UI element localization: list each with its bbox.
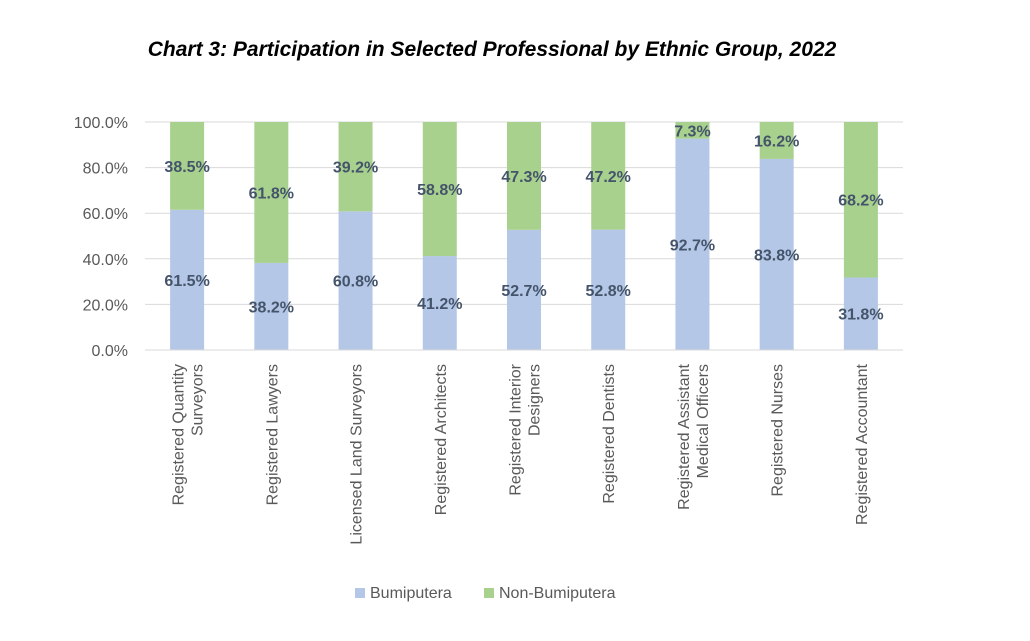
y-tick-label: 40.0% bbox=[83, 252, 128, 269]
legend-entry: Bumiputera bbox=[370, 585, 452, 602]
data-label: 38.5% bbox=[164, 159, 209, 176]
x-category-label: Registered Quantity Surveyors bbox=[171, 364, 207, 505]
category-label-line: Registered Quantity bbox=[171, 364, 188, 505]
y-tick-label: 60.0% bbox=[83, 206, 128, 223]
category-label-line: Registered Accountant bbox=[854, 363, 871, 525]
bar-non-bumiputera bbox=[591, 122, 626, 230]
bar-bumiputera bbox=[422, 256, 457, 350]
data-label: 16.2% bbox=[754, 133, 799, 150]
chart-title: Chart 3: Participation in Selected Profe… bbox=[147, 38, 837, 61]
y-tick-label: 20.0% bbox=[83, 297, 128, 314]
bar-bumiputera bbox=[759, 158, 794, 350]
data-label: 39.2% bbox=[333, 160, 378, 177]
y-tick-label: 0.0% bbox=[92, 343, 128, 360]
bar-bumiputera bbox=[338, 211, 373, 350]
x-category-label: Registered Interior Designers bbox=[508, 363, 544, 495]
bar-non-bumiputera bbox=[338, 122, 373, 212]
bar-bumiputera bbox=[507, 229, 541, 350]
x-category-label: Registered Nurses bbox=[770, 364, 787, 497]
category-label-line: Registered Architects bbox=[433, 364, 450, 515]
data-label: 31.8% bbox=[838, 307, 883, 324]
category-label-line: Licensed Land Surveyors bbox=[349, 364, 366, 545]
y-tick-label: 80.0% bbox=[83, 161, 128, 178]
data-label: 41.2% bbox=[417, 296, 462, 313]
bar-bumiputera bbox=[675, 138, 710, 350]
legend-entry: Non-Bumiputera bbox=[499, 585, 616, 602]
data-label: 60.8% bbox=[333, 274, 378, 291]
category-label-line: Designers bbox=[527, 364, 544, 436]
data-label: 58.8% bbox=[417, 182, 462, 199]
data-label: 47.2% bbox=[586, 169, 631, 186]
legend-swatch bbox=[484, 588, 494, 598]
bar-bumiputera bbox=[254, 262, 289, 350]
category-label-line: Registered Assistant bbox=[676, 363, 693, 509]
x-category-label: Registered Lawyers bbox=[264, 364, 281, 505]
bar-non-bumiputera bbox=[675, 122, 710, 139]
x-category-label: Registered Accountant bbox=[854, 363, 871, 525]
data-label: 7.3% bbox=[674, 123, 710, 140]
data-label: 47.3% bbox=[501, 169, 546, 186]
data-label: 38.2% bbox=[249, 299, 294, 316]
x-category-label: Licensed Land Surveyors bbox=[349, 364, 366, 545]
x-category-label: Registered Dentists bbox=[601, 364, 618, 504]
x-category-label: Registered Assistant Medical Officers bbox=[676, 363, 712, 509]
data-label: 52.7% bbox=[501, 283, 546, 300]
category-label-line: Medical Officers bbox=[695, 364, 712, 478]
bar-non-bumiputera bbox=[759, 122, 794, 159]
category-label-line: Registered Nurses bbox=[770, 364, 787, 497]
data-label: 83.8% bbox=[754, 247, 799, 264]
bar-bumiputera bbox=[843, 277, 878, 350]
bar-bumiputera bbox=[591, 229, 626, 350]
data-label: 52.8% bbox=[586, 283, 631, 300]
category-label-line: Surveyors bbox=[190, 364, 207, 436]
category-label-line: Registered Dentists bbox=[601, 364, 618, 504]
bar-bumiputera bbox=[170, 209, 205, 350]
legend-swatch bbox=[355, 588, 365, 598]
data-label: 68.2% bbox=[838, 193, 883, 210]
data-label: 92.7% bbox=[670, 237, 715, 254]
y-tick-label: 100.0% bbox=[74, 115, 128, 132]
bar-non-bumiputera bbox=[170, 122, 205, 210]
bar-non-bumiputera bbox=[422, 122, 457, 257]
bar-non-bumiputera bbox=[843, 122, 878, 278]
data-label: 61.8% bbox=[249, 185, 294, 202]
x-category-label: Registered Architects bbox=[433, 364, 450, 515]
bar-non-bumiputera bbox=[254, 122, 289, 263]
category-label-line: Registered Interior bbox=[508, 363, 525, 495]
data-label: 61.5% bbox=[164, 273, 209, 290]
bar-non-bumiputera bbox=[507, 122, 541, 230]
category-label-line: Registered Lawyers bbox=[264, 364, 281, 505]
